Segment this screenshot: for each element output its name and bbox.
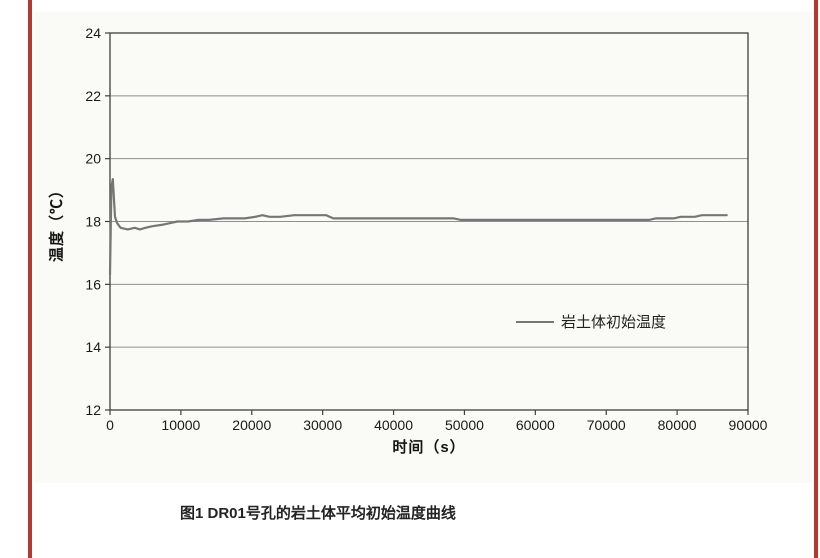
x-tick-label: 80000 (658, 417, 697, 433)
x-tick-label: 20000 (232, 417, 271, 433)
x-tick-label: 30000 (303, 417, 342, 433)
series-line (108, 178, 728, 276)
x-tick-label: 40000 (374, 417, 413, 433)
chart-plot-area: 12 14 16 18 20 22 24 0 10000 20000 30000 40000 50000… (85, 25, 768, 433)
legend: 岩土体初始温度 (516, 311, 666, 332)
y-axis-title: 温度（℃） (48, 181, 66, 263)
y-tick-label: 12 (85, 402, 101, 418)
x-tick-label: 50000 (445, 417, 484, 433)
temperature-chart-figure: 12 14 16 18 20 22 24 0 10000 20000 30000 40000 50000… (34, 12, 812, 483)
scan-edge-left (28, 0, 32, 558)
x-axis-title: 时间（s） (392, 439, 466, 456)
figure-caption: 图1 DR01号孔的岩土体平均初始温度曲线 (180, 505, 456, 522)
y-tick-label: 20 (85, 151, 101, 167)
x-tick-label: 60000 (516, 417, 555, 433)
y-tick-label: 14 (85, 339, 101, 355)
y-tick-label: 22 (85, 88, 101, 104)
legend-line-swatch (516, 320, 554, 323)
x-tick-label: 10000 (161, 417, 200, 433)
scan-edge-right (814, 0, 818, 558)
x-tick-label: 70000 (587, 417, 626, 433)
x-tick-label: 0 (106, 417, 114, 433)
legend-label: 岩土体初始温度 (561, 314, 667, 331)
y-tick-label: 18 (85, 214, 101, 230)
y-tick-label: 16 (85, 276, 101, 292)
y-tick-label: 24 (85, 25, 101, 41)
x-tick-label: 90000 (729, 417, 768, 433)
